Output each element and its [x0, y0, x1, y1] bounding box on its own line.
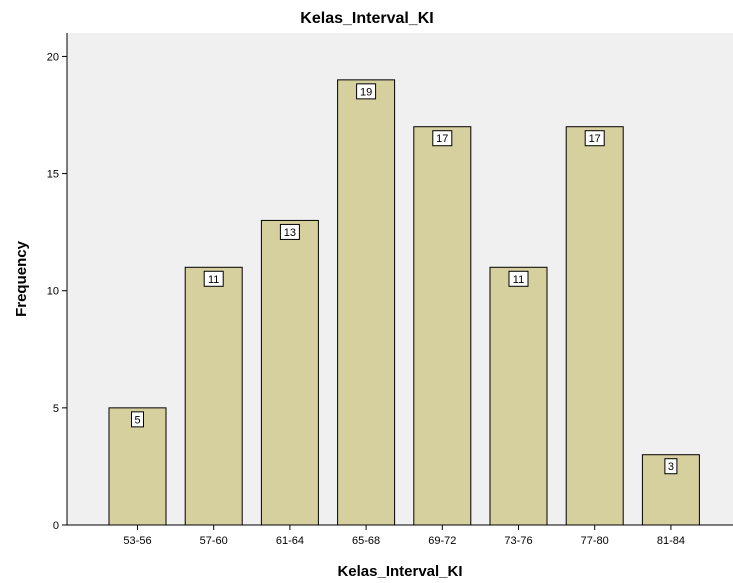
- data-label-box: [279, 223, 300, 240]
- bar: [260, 219, 319, 526]
- y-axis-title: Frequency: [13, 240, 30, 317]
- data-label: 17: [436, 133, 448, 145]
- x-tick-label: 65-68: [352, 535, 380, 547]
- data-label: 19: [360, 86, 372, 98]
- data-label-box: [203, 270, 224, 287]
- y-tick-label: 5: [53, 403, 59, 415]
- y-tick-label: 0: [53, 520, 59, 532]
- x-axis-ticks: 53-56 57-60 61-64 65-68 69-72 73-76 77-80 81-84: [123, 525, 685, 547]
- bar: [565, 126, 624, 526]
- x-axis-title: Kelas_Interval_KI: [337, 563, 462, 580]
- bar: [108, 407, 167, 526]
- bar: [489, 266, 548, 526]
- data-label-box: [584, 130, 605, 147]
- plot-area: [67, 33, 733, 525]
- x-tick-label: 77-80: [581, 535, 609, 547]
- data-label: 13: [284, 227, 296, 239]
- data-label-box: [131, 411, 144, 428]
- y-tick-label: 20: [47, 51, 59, 63]
- x-tick-label: 57-60: [200, 535, 228, 547]
- data-label-box: [508, 270, 529, 287]
- data-label: 11: [208, 274, 219, 286]
- x-tick-label: 53-56: [123, 535, 151, 547]
- data-label: 11: [513, 274, 524, 286]
- data-label: 17: [589, 133, 601, 145]
- data-label: 5: [134, 414, 140, 426]
- bar: [184, 266, 243, 526]
- bar: [337, 79, 396, 526]
- data-label-box: [432, 130, 453, 147]
- bars-group: 5 11 13 19 17 11 17 3: [108, 79, 700, 526]
- data-label-box: [664, 458, 678, 475]
- x-tick-label: 81-84: [657, 535, 685, 547]
- y-axis-ticks: 0 5 10 15 20: [47, 51, 67, 532]
- data-label-box: [356, 83, 377, 100]
- bar: [413, 126, 472, 526]
- x-tick-label: 61-64: [276, 535, 304, 547]
- x-tick-label: 69-72: [428, 535, 456, 547]
- y-tick-label: 15: [47, 169, 59, 181]
- x-tick-label: 73-76: [504, 535, 532, 547]
- y-tick-label: 10: [47, 286, 59, 298]
- chart-title: Kelas_Interval_KI: [300, 10, 433, 27]
- data-label: 3: [668, 461, 674, 473]
